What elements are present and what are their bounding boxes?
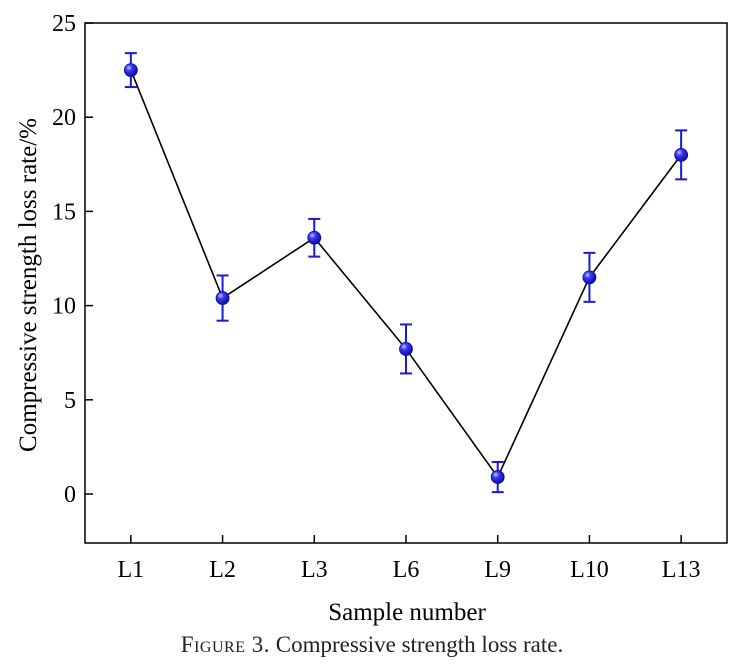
x-tick-label: L10 (570, 557, 609, 583)
data-point (123, 63, 138, 78)
x-tick-label: L6 (393, 557, 420, 583)
x-tick-label: L9 (484, 557, 511, 583)
plot-frame (84, 22, 728, 544)
series-line (130, 69, 682, 479)
y-tick-label: 20 (52, 105, 76, 131)
x-tick-label: L1 (118, 557, 145, 583)
x-tick-label: L13 (662, 557, 701, 583)
x-axis-title: Sample number (328, 599, 486, 626)
figure-caption-text: Compressive strength loss rate. (275, 632, 564, 657)
data-point (215, 291, 230, 305)
x-tick-label: L2 (209, 557, 236, 583)
data-point (582, 270, 597, 285)
y-tick-label: 15 (52, 199, 76, 225)
data-point (674, 147, 689, 162)
y-tick-label: 5 (64, 388, 76, 414)
line-chart: 0 5 10 15 20 25 L1 L2 L3 L6 L9 L10 L13 Sample number… (15, 11, 728, 626)
y-tick-label: 0 (64, 482, 76, 508)
y-axis-title: Compressive strength loss rate/% (15, 118, 42, 452)
y-tick-label: 10 (52, 294, 76, 320)
data-point (307, 230, 322, 245)
y-tick-label: 25 (52, 11, 76, 37)
figure-caption: Figure 3. Compressive strength loss rate… (0, 632, 744, 658)
x-tick-label: L3 (301, 557, 328, 583)
data-point (399, 342, 413, 356)
data-point (490, 470, 505, 484)
plot-area: 0 5 10 15 20 25 L1 L2 L3 L6 L9 L10 L13 (52, 11, 728, 583)
figure-label: Figure 3. (180, 632, 270, 657)
